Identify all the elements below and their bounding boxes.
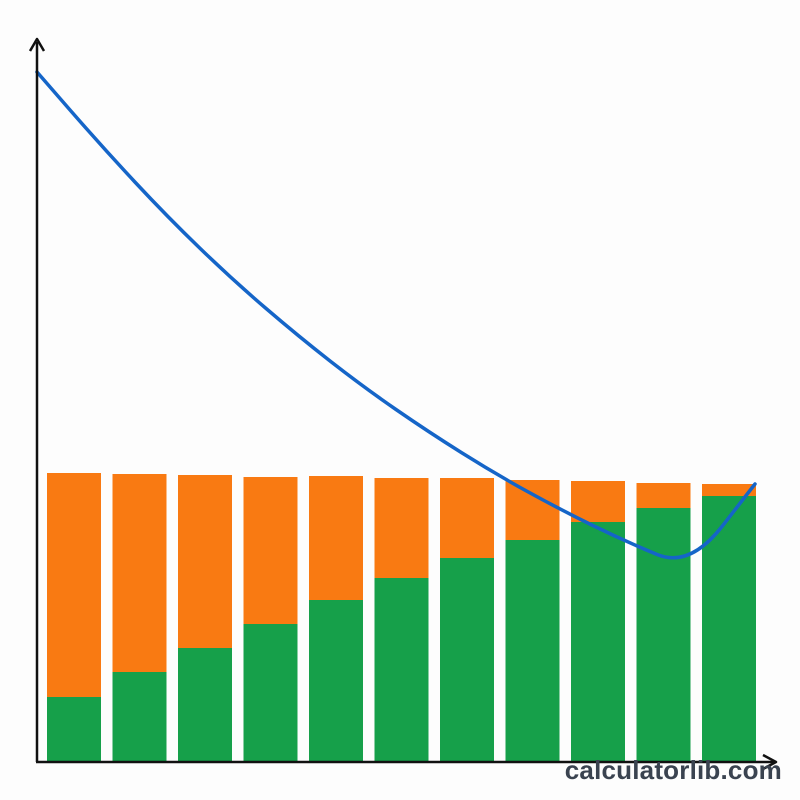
y-axis-arrow <box>28 37 46 52</box>
watermark-logo: calculatorlib.com <box>564 755 782 785</box>
bar-green-5 <box>309 600 363 762</box>
bar-orange-2 <box>112 474 167 672</box>
bar-green-11 <box>702 496 756 762</box>
bar-orange-5 <box>309 476 363 600</box>
axes-group <box>28 37 778 771</box>
x-axis-arrow <box>762 753 778 771</box>
bar-orange-8 <box>505 480 560 540</box>
bar-orange-3 <box>178 475 232 648</box>
bar-orange-6 <box>374 478 429 578</box>
bar-green-6 <box>374 578 429 762</box>
series-curve <box>35 70 757 560</box>
bar-green-1 <box>47 697 101 762</box>
bar-orange-10 <box>636 483 691 508</box>
bar-orange-7 <box>440 478 494 558</box>
bar-green-4 <box>243 624 298 762</box>
bar-green-9 <box>571 522 625 762</box>
bar-orange-4 <box>243 477 298 624</box>
bar-green-7 <box>440 558 494 762</box>
bar-green-2 <box>112 672 167 762</box>
bar-orange-11 <box>702 484 756 496</box>
bar-green-8 <box>505 540 560 762</box>
bar-green-3 <box>178 648 232 762</box>
bars-group <box>47 473 756 762</box>
bar-orange-9 <box>571 481 625 522</box>
bar-green-10 <box>636 508 691 762</box>
bar-orange-1 <box>47 473 101 697</box>
